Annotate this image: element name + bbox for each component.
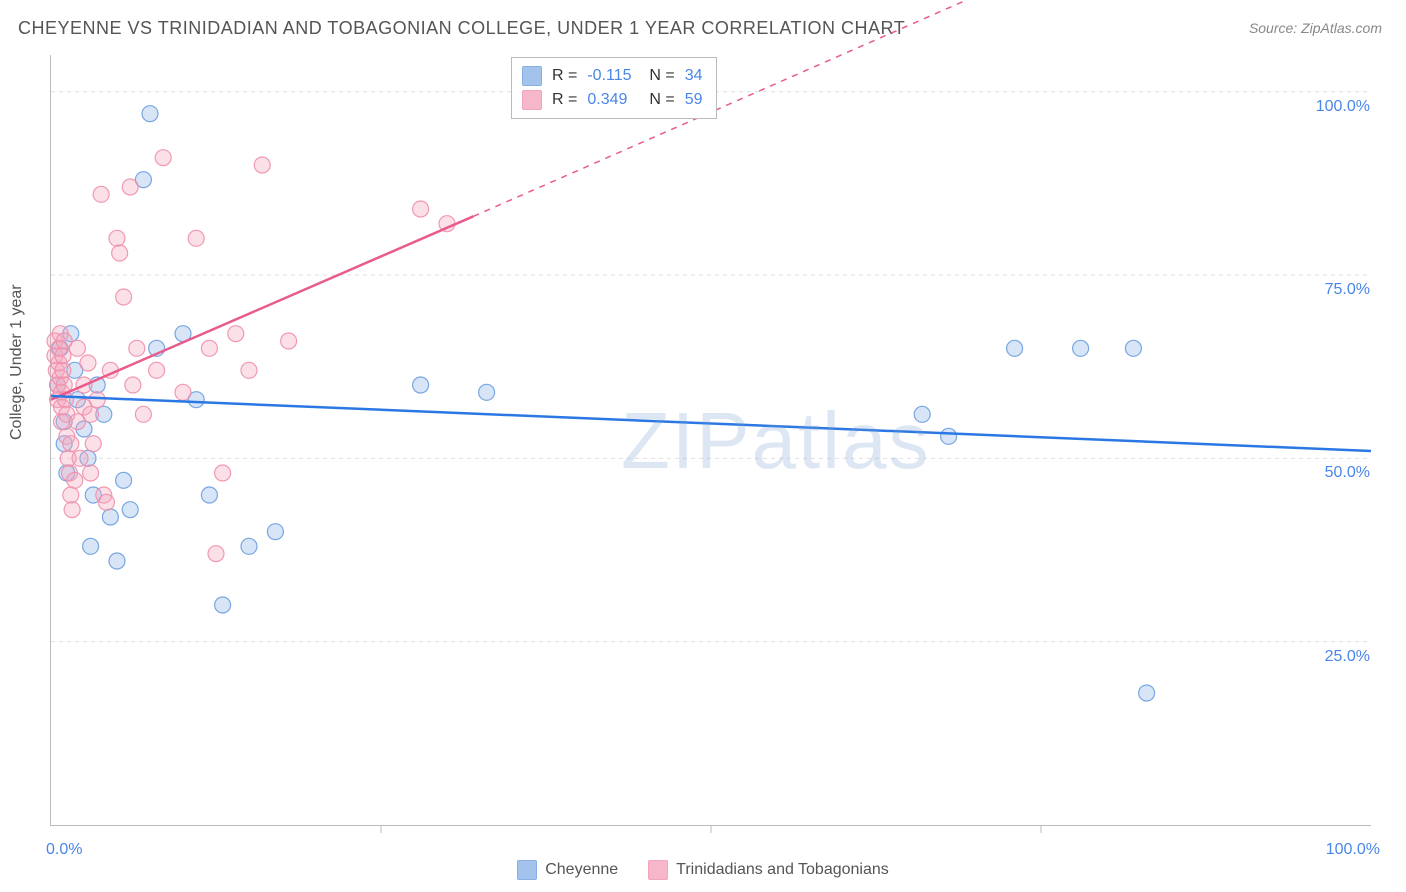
data-point xyxy=(413,201,429,217)
data-point xyxy=(155,150,171,166)
data-point xyxy=(941,428,957,444)
stat-r-value: 0.349 xyxy=(587,88,639,112)
data-point xyxy=(102,509,118,525)
data-point xyxy=(122,179,138,195)
data-point xyxy=(116,289,132,305)
data-point xyxy=(55,348,71,364)
data-point xyxy=(83,465,99,481)
legend-swatch xyxy=(517,860,537,880)
data-point xyxy=(122,502,138,518)
data-point xyxy=(83,406,99,422)
data-point xyxy=(112,245,128,261)
y-axis-label: College, Under 1 year xyxy=(8,284,26,440)
stat-n-label: N = xyxy=(649,64,674,88)
chart-svg xyxy=(51,55,1371,825)
legend-item: Trinidadians and Tobagonians xyxy=(648,860,889,880)
data-point xyxy=(267,524,283,540)
data-point xyxy=(413,377,429,393)
legend-swatch xyxy=(522,66,542,86)
y-tick-label: 100.0% xyxy=(1300,98,1370,116)
data-point xyxy=(80,355,96,371)
data-point xyxy=(72,450,88,466)
stat-r-label: R = xyxy=(552,88,577,112)
data-point xyxy=(914,406,930,422)
x-tick-label: 0.0% xyxy=(46,841,82,859)
legend-swatch xyxy=(522,90,542,110)
trend-line xyxy=(51,396,1371,451)
stat-n-value: 34 xyxy=(685,64,703,88)
data-point xyxy=(64,502,80,518)
data-point xyxy=(241,538,257,554)
data-point xyxy=(135,406,151,422)
stat-r-value: -0.115 xyxy=(587,64,639,88)
stat-r-label: R = xyxy=(552,64,577,88)
data-point xyxy=(228,326,244,342)
data-point xyxy=(142,106,158,122)
data-point xyxy=(1073,340,1089,356)
data-point xyxy=(89,392,105,408)
data-point xyxy=(109,553,125,569)
data-point xyxy=(93,186,109,202)
y-tick-label: 75.0% xyxy=(1300,281,1370,299)
data-point xyxy=(479,384,495,400)
data-point xyxy=(55,362,71,378)
y-tick-label: 50.0% xyxy=(1300,464,1370,482)
chart-source: Source: ZipAtlas.com xyxy=(1249,20,1382,36)
data-point xyxy=(63,436,79,452)
chart-plot-area: ZIPatlas R =-0.115N =34R =0.349N =59 xyxy=(50,55,1371,826)
legend-label: Cheyenne xyxy=(545,861,618,879)
stats-row: R = -0.115 N = 34 xyxy=(522,64,702,88)
stat-n-value: 59 xyxy=(685,88,703,112)
data-point xyxy=(63,487,79,503)
stat-n-label: N = xyxy=(649,88,674,112)
y-tick-label: 25.0% xyxy=(1300,648,1370,666)
correlation-stats-box: R = -0.115 N = 34 R = 0.349 N = 59 xyxy=(511,57,717,119)
data-point xyxy=(201,340,217,356)
data-point xyxy=(254,157,270,173)
data-point xyxy=(98,494,114,510)
data-point xyxy=(208,546,224,562)
data-point xyxy=(215,465,231,481)
data-point xyxy=(215,597,231,613)
data-point xyxy=(116,472,132,488)
chart-legend: Cheyenne Trinidadians and Tobagonians xyxy=(0,860,1406,880)
x-tick-label: 100.0% xyxy=(1310,841,1380,859)
data-point xyxy=(85,436,101,452)
data-point xyxy=(109,230,125,246)
data-point xyxy=(1007,340,1023,356)
legend-swatch xyxy=(648,860,668,880)
data-point xyxy=(129,340,145,356)
legend-label: Trinidadians and Tobagonians xyxy=(676,861,889,879)
data-point xyxy=(1125,340,1141,356)
data-point xyxy=(1139,685,1155,701)
data-point xyxy=(201,487,217,503)
data-point xyxy=(69,340,85,356)
data-point xyxy=(149,362,165,378)
chart-title: CHEYENNE VS TRINIDADIAN AND TOBAGONIAN C… xyxy=(18,18,905,39)
data-point xyxy=(281,333,297,349)
data-point xyxy=(125,377,141,393)
legend-item: Cheyenne xyxy=(517,860,618,880)
data-point xyxy=(188,230,204,246)
data-point xyxy=(175,384,191,400)
stats-row: R = 0.349 N = 59 xyxy=(522,88,702,112)
data-point xyxy=(83,538,99,554)
data-point xyxy=(67,472,83,488)
data-point xyxy=(241,362,257,378)
